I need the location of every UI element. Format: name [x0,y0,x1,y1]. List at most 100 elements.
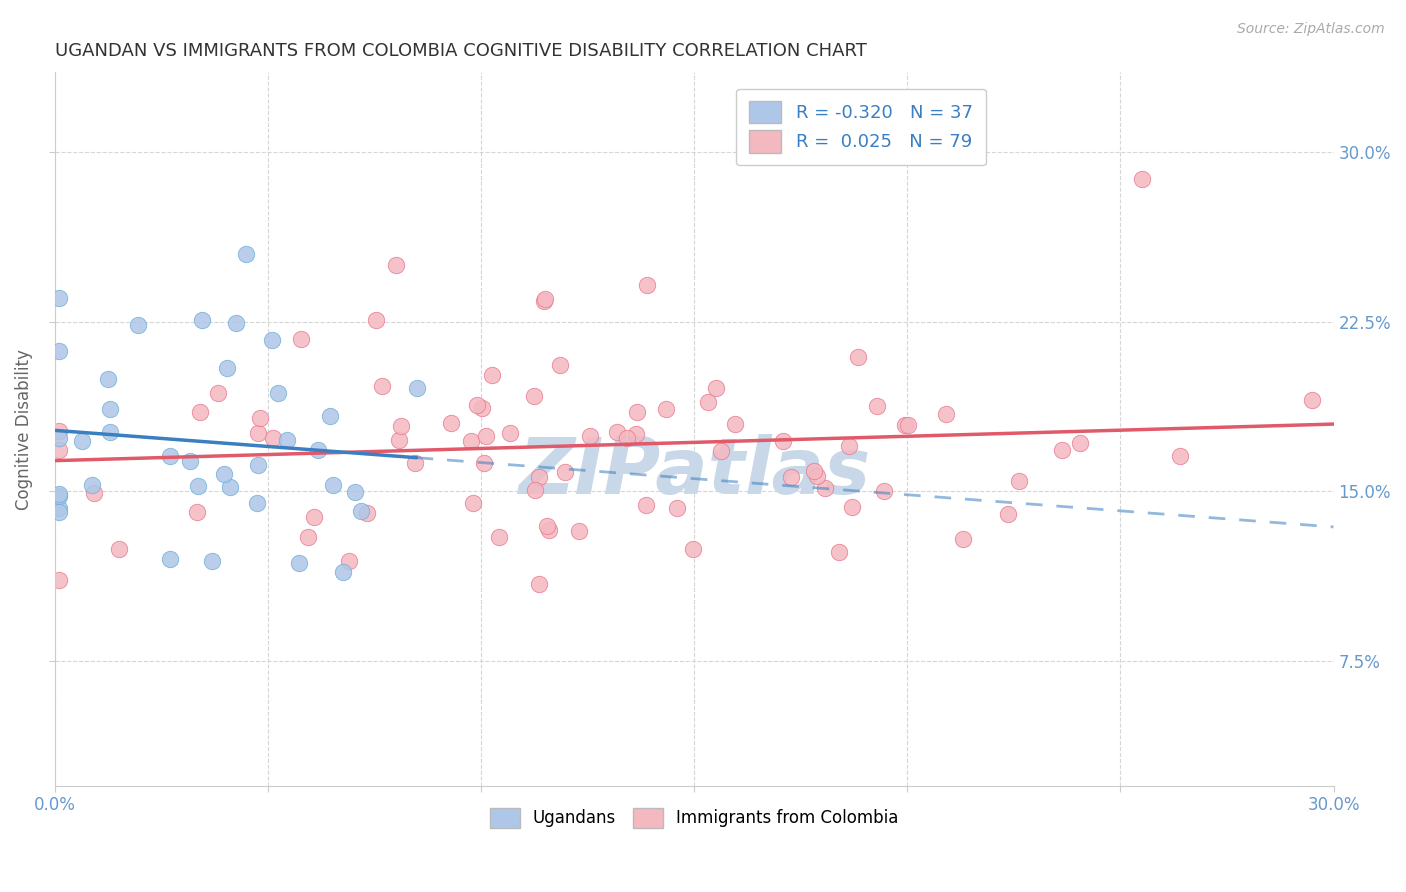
Point [624,427,647,442]
Point [179,453,201,467]
Point [48,505,70,519]
Point [499,426,522,441]
Point [814,481,837,495]
Point [523,483,546,497]
Point [246,425,269,440]
Point [828,545,851,559]
Point [846,351,869,365]
Point [98,425,121,439]
Point [1301,393,1323,408]
Point [48,291,70,305]
Point [533,294,555,309]
Point [267,386,290,401]
Text: Source: ZipAtlas.com: Source: ZipAtlas.com [1237,22,1385,37]
Point [356,506,378,520]
Point [894,418,917,433]
Text: ZIPatlas: ZIPatlas [517,434,870,510]
Point [218,480,240,494]
Point [98,402,121,417]
Point [48,442,70,457]
Point [481,368,503,382]
Point [471,401,494,416]
Point [371,379,394,393]
Point [349,504,371,518]
Point [214,467,236,482]
Point [159,449,181,463]
Point [1130,172,1153,186]
Point [537,523,560,537]
Point [364,312,387,326]
Point [404,456,426,470]
Point [48,343,70,358]
Point [529,576,551,591]
Point [48,573,70,587]
Point [48,431,70,445]
Point [247,458,270,472]
Point [97,372,120,386]
Point [385,258,408,272]
Point [523,389,546,403]
Point [188,405,211,419]
Point [866,399,889,413]
Point [554,465,576,479]
Point [533,292,555,306]
Point [186,505,208,519]
Point [108,541,131,556]
Point [655,401,678,416]
Point [319,409,342,423]
Point [803,464,825,478]
Point [246,496,269,510]
Point [838,439,860,453]
Point [127,318,149,333]
Point [841,500,863,515]
Y-axis label: Cognitive Disability: Cognitive Disability [15,349,32,509]
Point [332,565,354,579]
Point [935,407,957,421]
Point [463,496,485,510]
Point [772,434,794,449]
Point [806,469,828,483]
Point [389,418,412,433]
Point [201,554,224,568]
Point [897,417,920,432]
Point [527,469,550,483]
Point [225,316,247,330]
Point [48,424,70,438]
Point [636,277,658,292]
Point [288,556,311,570]
Point [322,478,344,492]
Point [249,410,271,425]
Point [1069,435,1091,450]
Point [710,444,733,458]
Point [460,434,482,449]
Point [665,500,688,515]
Point [290,332,312,346]
Legend: Ugandans, Immigrants from Colombia: Ugandans, Immigrants from Colombia [482,801,905,835]
Point [80,477,103,491]
Point [472,456,495,470]
Point [217,361,239,376]
Point [952,532,974,546]
Point [696,395,718,409]
Point [548,359,571,373]
Point [72,434,94,449]
Point [568,524,591,539]
Point [634,498,657,512]
Point [48,487,70,501]
Point [307,443,329,458]
Point [488,530,510,544]
Point [343,484,366,499]
Point [474,429,496,443]
Point [276,433,298,447]
Point [1050,443,1073,458]
Point [616,431,638,445]
Point [405,381,427,395]
Text: UGANDAN VS IMMIGRANTS FROM COLOMBIA COGNITIVE DISABILITY CORRELATION CHART: UGANDAN VS IMMIGRANTS FROM COLOMBIA COGN… [55,42,866,60]
Point [48,500,70,515]
Point [235,246,257,260]
Point [579,428,602,442]
Point [1008,475,1031,489]
Point [536,519,558,533]
Point [606,425,628,439]
Point [191,312,214,326]
